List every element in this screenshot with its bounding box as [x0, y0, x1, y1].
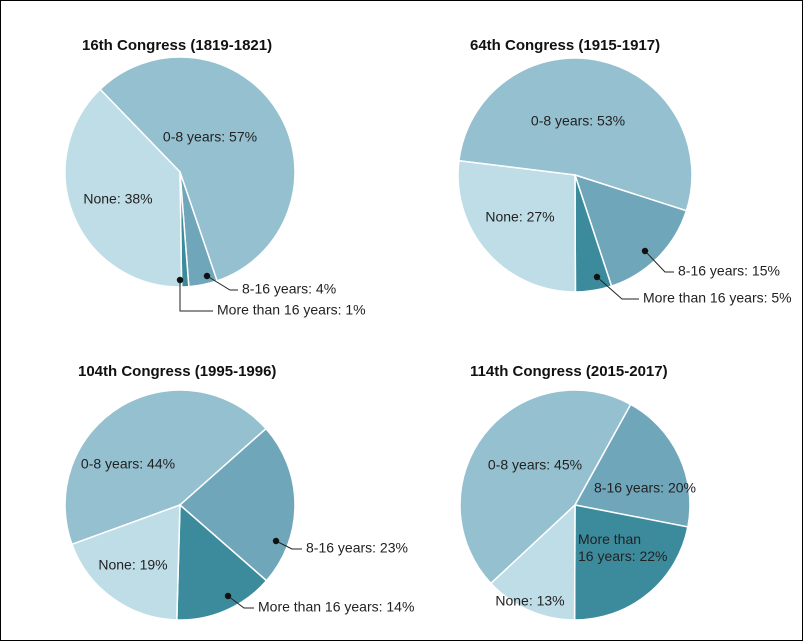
chart-title: 64th Congress (1915-1917) — [470, 37, 660, 54]
leader-dot — [224, 592, 232, 600]
leader-dot — [593, 273, 601, 281]
slice-label: 0-8 years: 44% — [81, 456, 175, 472]
pie-slice — [64, 389, 268, 546]
slice-label: More than 16 years: 22% — [578, 531, 668, 564]
leader-line — [275, 540, 302, 550]
slice-label: More than 16 years: 5% — [643, 290, 792, 306]
pie-slice — [459, 389, 632, 585]
slice-label: 0-8 years: 53% — [531, 113, 625, 129]
pie-slice — [99, 56, 296, 282]
leader-dot — [641, 247, 649, 255]
pie-slice — [70, 503, 181, 621]
pie-slice — [489, 503, 576, 621]
leader-line — [596, 276, 639, 300]
slice-label: None: 19% — [98, 557, 167, 573]
leader-line — [179, 280, 213, 312]
leader-line — [644, 250, 674, 273]
pie-slice — [573, 504, 689, 621]
leader-dot — [203, 272, 211, 280]
pie-slice — [178, 427, 296, 582]
chart-title: 104th Congress (1995-1996) — [78, 363, 276, 380]
slice-label: 8-16 years: 4% — [242, 281, 336, 297]
slice-label: More than 16 years: 14% — [258, 599, 414, 615]
slice-label: More than 16 years: 1% — [217, 302, 366, 318]
leader-line — [206, 275, 238, 291]
chart-title: 114th Congress (2015-2017) — [470, 363, 668, 380]
slice-label: None: 13% — [495, 593, 564, 609]
slice-label: None: 27% — [485, 209, 554, 225]
pie-slice — [457, 159, 577, 293]
leader-dot — [272, 537, 280, 545]
pie-slice — [64, 88, 183, 288]
slice-label: None: 38% — [83, 191, 152, 207]
pie-slice — [458, 57, 693, 212]
slice-label: 8-16 years: 23% — [306, 540, 408, 556]
leader-line — [227, 595, 254, 609]
pie-slice — [176, 503, 268, 621]
slice-label: 0-8 years: 45% — [488, 457, 582, 473]
slice-label: 0-8 years: 57% — [163, 129, 257, 145]
chart-title: 16th Congress (1819-1821) — [82, 37, 272, 54]
slice-label: 8-16 years: 20% — [594, 480, 696, 496]
slice-label: 8-16 years: 15% — [678, 263, 780, 279]
leader-dot — [176, 276, 184, 284]
pie-slice — [573, 403, 691, 528]
